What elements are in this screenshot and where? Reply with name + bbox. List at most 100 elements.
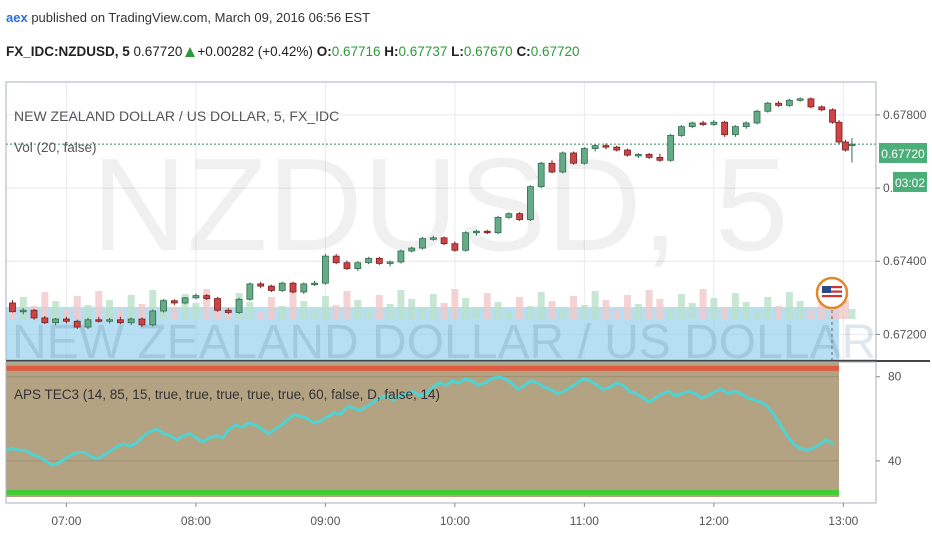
low-label: L:: [451, 44, 464, 59]
volume-bar: [8, 311, 16, 319]
low-value: 0.67670: [463, 44, 513, 59]
candle-body: [375, 257, 383, 264]
candle: [246, 282, 254, 301]
candle: [375, 256, 383, 265]
us-flag-icon[interactable]: [815, 276, 849, 360]
candle: [106, 317, 113, 324]
candle-body: [842, 141, 849, 151]
volume-bar: [300, 301, 308, 319]
volume-bar: [73, 296, 81, 319]
volume-bar: [246, 302, 254, 319]
volume-bar: [656, 299, 664, 319]
volume-bar: [829, 305, 837, 319]
candle: [224, 308, 232, 314]
symbol-name: FX_IDC:NZDUSD, 5: [6, 44, 130, 59]
candle-body: [268, 285, 275, 291]
candle-body: [116, 319, 124, 324]
volume-bar: [289, 292, 297, 319]
candle-body: [278, 282, 286, 291]
candle: [278, 281, 286, 292]
volume-bar: [257, 311, 265, 319]
candle-body: [321, 255, 329, 284]
candle: [494, 215, 502, 235]
candle-body: [591, 145, 599, 149]
main-legend[interactable]: NEW ZEALAND DOLLAR / US DOLLAR, 5, FX_ID…: [14, 108, 339, 124]
candle-body: [106, 319, 113, 322]
candle-body: [732, 126, 739, 136]
candle-body: [645, 154, 653, 158]
candle-body: [818, 106, 826, 111]
price-tick-label: 0.67400: [883, 254, 927, 268]
candle: [807, 97, 815, 109]
candle-body: [419, 238, 426, 249]
volume-bar: [386, 304, 394, 319]
time-tick-label: 08:00: [181, 514, 211, 528]
volume-bar: [451, 289, 459, 319]
candle: [311, 280, 319, 287]
volume-bar: [548, 301, 556, 319]
candle: [149, 309, 157, 327]
high-label: H:: [384, 44, 399, 59]
candle: [84, 317, 92, 329]
candle-body: [451, 243, 459, 251]
candle: [634, 152, 642, 159]
candle: [52, 317, 60, 326]
volume-bar: [848, 309, 856, 319]
candle-body: [829, 109, 836, 123]
candle-body: [613, 146, 621, 151]
volume-bar: [397, 290, 405, 319]
candle: [580, 147, 588, 165]
candle-body: [721, 121, 729, 136]
candle: [710, 120, 718, 126]
open-value: 0.67716: [331, 44, 381, 59]
candle: [818, 105, 826, 112]
candle: [699, 120, 707, 126]
candle: [537, 161, 545, 189]
volume-bar: [807, 310, 815, 319]
volume-bar: [321, 296, 329, 319]
high-value: 0.67737: [398, 44, 448, 59]
candle-body: [656, 156, 664, 161]
volume-bars: [6, 289, 856, 360]
candle: [343, 260, 351, 271]
candle: [73, 319, 81, 329]
candle-body: [95, 319, 103, 322]
candle-body: [203, 295, 211, 299]
candle: [192, 293, 200, 300]
candle-body: [775, 102, 782, 106]
volume-bar: [602, 300, 610, 319]
author-link[interactable]: aex: [6, 10, 28, 25]
time-tick-label: 11:00: [570, 514, 599, 528]
volume-bar: [796, 301, 804, 319]
candle-body: [365, 257, 372, 264]
volume-bar: [667, 308, 675, 319]
last-price-tag: 0.67720: [879, 143, 927, 163]
volume-bar: [570, 296, 578, 319]
candle-body: [742, 122, 750, 128]
volume-bar: [429, 294, 437, 319]
candle: [848, 137, 856, 163]
candle: [397, 249, 405, 264]
candle-body: [192, 295, 200, 299]
candle-body: [170, 300, 178, 304]
candle-body: [138, 318, 146, 326]
close-label: C:: [516, 44, 531, 59]
candle: [829, 108, 836, 124]
volume-bar: [19, 297, 27, 319]
candle-body: [332, 255, 340, 264]
volume-bar: [841, 300, 849, 319]
candle-body: [624, 149, 631, 156]
candle-body: [483, 230, 491, 234]
candle-body: [19, 309, 27, 313]
indicator-legend[interactable]: APS TEC3 (14, 85, 15, true, true, true, …: [14, 387, 440, 402]
candle-body: [300, 283, 308, 293]
volume-bar: [559, 310, 567, 319]
time-tick-label: 13:00: [828, 514, 858, 528]
volume-bar: [62, 310, 70, 319]
indicator-band: [6, 365, 840, 371]
candle-body: [580, 148, 588, 164]
candle: [321, 253, 329, 285]
candle-body: [181, 297, 189, 304]
volume-legend[interactable]: Vol (20, false): [14, 140, 97, 155]
